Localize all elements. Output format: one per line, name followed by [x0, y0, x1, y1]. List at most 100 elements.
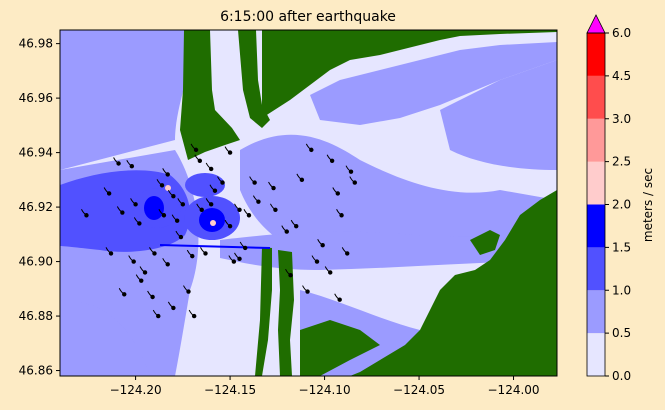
east-inlet-patch — [470, 230, 500, 255]
velocity-marker — [197, 158, 203, 163]
colorbar-tick-label: 1.5 — [612, 240, 631, 254]
inlet-fast-spot-west — [165, 185, 171, 191]
velocity-marker — [237, 256, 242, 262]
x-axis: −124.20 −124.15 −124.10 −124.05 −124.00 — [110, 376, 540, 397]
velocity-marker — [161, 213, 167, 218]
velocity-marker — [165, 262, 170, 267]
velocity-marker — [190, 253, 195, 259]
velocity-marker — [208, 202, 214, 207]
velocity-marker — [227, 223, 233, 229]
offshore-weak-band — [60, 300, 150, 376]
velocity-marker — [242, 245, 248, 251]
x-tick-label: −124.10 — [299, 383, 351, 397]
velocity-marker — [256, 199, 261, 204]
colorbar-tick-label: 0.0 — [612, 369, 631, 383]
velocity-marker — [273, 207, 278, 213]
colorbar-segment — [587, 118, 605, 162]
x-tick-label: −124.20 — [110, 383, 162, 397]
velocity-marker — [212, 188, 218, 193]
velocity-marker — [335, 191, 340, 196]
inlet-jet-core-west-fast — [144, 196, 164, 220]
north-inner-shore — [262, 30, 557, 118]
velocity-marker — [120, 210, 125, 215]
south-spit-west — [255, 247, 272, 376]
velocity-marker — [345, 251, 350, 256]
x-tick-label: −124.00 — [488, 383, 540, 397]
velocity-marker — [305, 289, 310, 294]
y-axis: 46.86 46.88 46.90 46.92 46.94 46.96 46.98 — [19, 37, 60, 378]
south-inner-shore — [300, 320, 380, 376]
inlet-jet-core-east-fast — [199, 208, 225, 232]
colorbar-tick-label: 2.0 — [612, 198, 631, 212]
velocity-marker — [159, 183, 165, 188]
y-tick-label: 46.86 — [19, 364, 53, 378]
velocity-marker — [171, 193, 176, 199]
velocity-marker — [252, 180, 257, 185]
velocity-marker — [220, 180, 225, 185]
velocity-marker — [84, 213, 89, 218]
velocity-marker — [193, 147, 199, 153]
east-coast-land — [350, 190, 557, 376]
velocity-marker — [139, 278, 144, 283]
colorbar-tick-label: 3.0 — [612, 112, 631, 126]
velocity-marker — [186, 289, 191, 294]
chart-title: 6:15:00 after earthquake — [220, 9, 396, 25]
north-peninsula-land — [180, 30, 240, 160]
velocity-marker — [106, 191, 112, 196]
colorbar-segment — [587, 333, 605, 376]
colorbar-segment — [587, 290, 605, 334]
colorbar-segment — [587, 204, 605, 248]
velocity-marker — [178, 234, 184, 240]
velocity-marker — [299, 177, 305, 183]
y-tick-label: 46.98 — [19, 37, 53, 51]
north-peninsula-spit — [238, 30, 270, 128]
colorbar-tick-label: 1.0 — [612, 283, 631, 297]
inlet-fast-spot-east — [210, 220, 216, 226]
velocity-marker — [142, 270, 148, 275]
y-tick-label: 46.92 — [19, 200, 53, 214]
velocity-marker — [328, 270, 333, 275]
velocity-marker — [137, 221, 142, 226]
velocity-marker — [133, 202, 138, 207]
plot-area — [60, 30, 557, 376]
x-tick-label: −124.15 — [204, 383, 256, 397]
velocity-marker — [129, 164, 135, 169]
velocity-marker — [180, 202, 186, 207]
velocity-marker — [174, 218, 180, 223]
y-tick-label: 46.96 — [19, 91, 53, 105]
colorbar-segment — [587, 33, 605, 76]
ocean-current-region — [60, 30, 200, 170]
velocity-markers — [81, 143, 357, 319]
velocity-marker — [108, 251, 114, 256]
velocity-marker — [116, 161, 121, 166]
velocity-marker — [339, 213, 344, 218]
velocity-marker — [314, 259, 320, 264]
velocity-marker — [171, 305, 176, 311]
velocity-marker — [348, 169, 354, 174]
velocity-marker — [208, 166, 214, 172]
velocity-marker — [156, 313, 161, 319]
velocity-marker — [246, 213, 252, 218]
plot-frame — [59, 29, 558, 377]
inner-bay-current — [240, 134, 557, 260]
colorbar-label: meters / sec — [641, 168, 655, 242]
velocity-marker — [150, 294, 155, 300]
velocity-marker — [352, 180, 357, 185]
colorbar-extend-arrow — [586, 14, 606, 34]
y-tick-label: 46.94 — [19, 146, 53, 160]
velocity-marker — [199, 207, 204, 213]
colorbar-tick-label: 4.5 — [612, 69, 631, 83]
velocity-marker — [320, 243, 325, 248]
velocity-marker — [227, 150, 233, 155]
velocity-marker — [152, 251, 157, 256]
velocity-marker — [288, 272, 293, 278]
inlet-jet-core-north — [185, 173, 225, 197]
velocity-marker — [309, 147, 314, 153]
velocity-marker — [284, 229, 289, 234]
velocity-marker — [329, 158, 335, 163]
velocity-marker — [131, 259, 136, 264]
velocity-marker — [165, 172, 170, 177]
velocity-marker — [271, 185, 276, 191]
x-tick-label: −124.05 — [393, 383, 445, 397]
